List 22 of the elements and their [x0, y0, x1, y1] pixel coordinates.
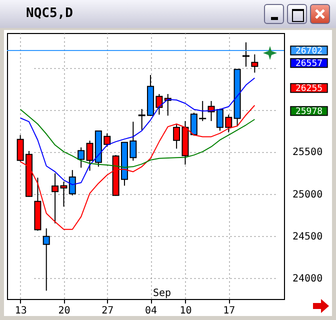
x-tick-label: 10	[180, 306, 192, 316]
x-tick-label: 04	[144, 306, 158, 316]
x-tick-label: 17	[223, 306, 236, 316]
candlestick	[251, 54, 258, 74]
x-tick-label: 20	[58, 306, 70, 316]
x-tick-label: 27	[102, 306, 114, 316]
candlestick	[242, 42, 250, 68]
candlestick	[42, 228, 50, 292]
y-tick-label: 24000	[292, 273, 323, 284]
y-tick-label: 25000	[292, 189, 323, 200]
line-series	[20, 108, 256, 168]
candlestick	[78, 146, 85, 168]
text: 26557	[295, 59, 323, 69]
y-tick-label: 25500	[292, 147, 323, 158]
text: 25978	[295, 107, 323, 117]
text: 26255	[295, 84, 323, 94]
annotation: Sep	[153, 288, 172, 299]
chart-title: NQC5,D	[26, 6, 73, 21]
candlestick	[68, 170, 76, 196]
ref-line-label: 26702	[295, 46, 323, 57]
x-tick-label: 13	[14, 306, 27, 316]
y-tick-label: 24500	[292, 231, 323, 242]
